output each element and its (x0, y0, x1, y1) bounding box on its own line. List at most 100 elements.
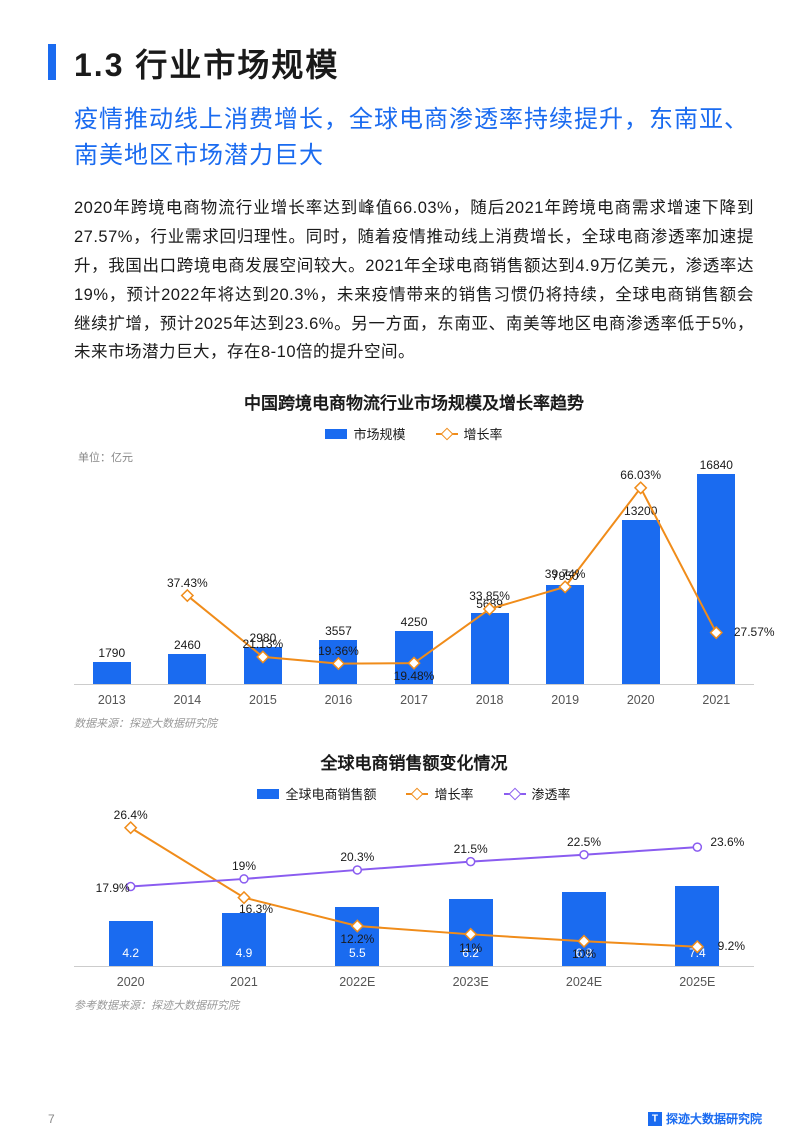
bar: 2980 (244, 647, 282, 684)
chart-2-plot: 4.24.95.56.26.87.4 26.4%16.3%12.2%11%10%… (74, 809, 754, 989)
line1-value-label: 16.3% (239, 902, 273, 916)
chart-1-title: 中国跨境电商物流行业市场规模及增长率趋势 (74, 389, 754, 414)
bar-col: 2980 (225, 467, 301, 684)
brand-footer: 探迹大数据研究院 (648, 1110, 762, 1127)
legend-line2-2-label: 渗透率 (532, 784, 571, 803)
legend-line-label: 增长率 (464, 424, 503, 443)
section-title-text: 行业市场规模 (135, 47, 339, 83)
legend-line2-2-swatch (504, 793, 526, 795)
line2-value-label: 23.6% (710, 835, 744, 849)
x-tick: 2017 (376, 693, 452, 707)
line-value-label: 27.57% (734, 625, 775, 639)
line1-value-label: 9.2% (718, 939, 745, 953)
chart-1-plot: 1790 2460 2980 3557 4250 5689 7950 13200 16840 3… (74, 467, 754, 707)
bar: 1790 (93, 662, 131, 684)
legend-line-swatch (436, 433, 458, 435)
line-value-label: 37.43% (167, 576, 208, 590)
bar-col: 16840 (679, 467, 755, 684)
chart-1: 中国跨境电商物流行业市场规模及增长率趋势 市场规模 增长率 单位：亿元 1790… (74, 389, 754, 731)
bar-value-label: 4.9 (236, 946, 253, 960)
legend-line2-2: 渗透率 (504, 784, 571, 803)
bar-value-label: 3557 (325, 624, 352, 638)
legend-line1-2-label: 增长率 (434, 784, 473, 803)
bar-value-label: 1790 (98, 646, 125, 660)
legend-line: 增长率 (436, 424, 503, 443)
x-tick: 2021 (187, 975, 300, 989)
chart-1-plot-area: 1790 2460 2980 3557 4250 5689 7950 13200 16840 3… (74, 467, 754, 685)
bar: 7950 (546, 585, 584, 684)
section-number: 1.3 (74, 47, 124, 83)
bar-value-label: 4.2 (122, 946, 139, 960)
legend-bar-2: 全球电商销售额 (257, 784, 376, 803)
bar-value-label: 2460 (174, 638, 201, 652)
x-tick: 2024E (527, 975, 640, 989)
line-value-label: 19.36% (318, 644, 359, 658)
x-tick: 2022E (301, 975, 414, 989)
line-value-label: 33.85% (469, 589, 510, 603)
line2-value-label: 21.5% (454, 842, 488, 856)
page-subtitle: 疫情推动线上消费增长，全球电商渗透率持续提升，东南亚、南美地区市场潜力巨大 (74, 102, 754, 174)
page-number: 7 (48, 1112, 55, 1126)
line2-value-label: 20.3% (340, 850, 374, 864)
bar-value-label: 4250 (401, 615, 428, 629)
line1-value-label: 12.2% (340, 932, 374, 946)
line1-value-label: 11% (459, 941, 482, 955)
bar-col: 4.9 (187, 809, 300, 966)
x-tick: 2016 (301, 693, 377, 707)
line-value-label: 21.13% (243, 637, 284, 651)
body-paragraph: 2020年跨境电商物流行业增长率达到峰值66.03%，随后2021年跨境电商需求… (74, 194, 754, 367)
chart-1-xticks: 201320142015201620172018201920202021 (74, 693, 754, 707)
x-tick: 2015 (225, 693, 301, 707)
chart-1-source: 数据来源：探迹大数据研究院 (74, 715, 754, 731)
section-header: 1.3 行业市场规模 (48, 40, 754, 86)
legend-bar-label: 市场规模 (353, 424, 405, 443)
x-tick: 2018 (452, 693, 528, 707)
chart-2-plot-area: 4.24.95.56.26.87.4 26.4%16.3%12.2%11%10%… (74, 809, 754, 967)
x-tick: 2014 (150, 693, 226, 707)
bar: 6.2 (449, 899, 493, 966)
bar: 7.4 (675, 886, 719, 966)
chart-2-title: 全球电商销售额变化情况 (74, 749, 754, 774)
bar: 5689 (471, 613, 509, 684)
brand-icon (648, 1112, 662, 1126)
line1-value-label: 26.4% (114, 808, 148, 822)
bar-col: 6.8 (527, 809, 640, 966)
line2-value-label: 17.9% (96, 881, 130, 895)
chart-1-legend: 市场规模 增长率 (74, 424, 754, 443)
section-accent-bar (48, 44, 56, 80)
chart-2-legend: 全球电商销售额 增长率 渗透率 (74, 784, 754, 803)
x-tick: 2020 (603, 693, 679, 707)
line-value-label: 39.74% (545, 567, 586, 581)
bar-col: 5689 (452, 467, 528, 684)
legend-bar-swatch (325, 429, 347, 439)
section-title: 1.3 行业市场规模 (74, 40, 339, 86)
x-tick: 2019 (527, 693, 603, 707)
chart-1-unit: 单位：亿元 (78, 449, 754, 465)
x-tick: 2025E (641, 975, 754, 989)
bar: 13200 (622, 520, 660, 684)
chart-2-bars: 4.24.95.56.26.87.4 (74, 809, 754, 966)
legend-bar-2-swatch (257, 789, 279, 799)
x-tick: 2020 (74, 975, 187, 989)
bar-value-label: 16840 (700, 458, 733, 472)
bar: 2460 (168, 654, 206, 685)
bar: 4.2 (109, 921, 153, 967)
chart-2-xticks: 202020212022E2023E2024E2025E (74, 975, 754, 989)
chart-2: 全球电商销售额变化情况 全球电商销售额 增长率 渗透率 4.24.95.56.2… (74, 749, 754, 1013)
line2-value-label: 22.5% (567, 835, 601, 849)
bar-value-label: 13200 (624, 504, 657, 518)
x-tick: 2021 (679, 693, 755, 707)
x-tick: 2023E (414, 975, 527, 989)
line-value-label: 66.03% (620, 468, 661, 482)
x-tick: 2013 (74, 693, 150, 707)
legend-bar: 市场规模 (325, 424, 405, 443)
line1-value-label: 10% (572, 947, 596, 961)
bar: 4.9 (222, 913, 266, 966)
legend-bar-2-label: 全球电商销售额 (285, 784, 376, 803)
bar-col: 1790 (74, 467, 150, 684)
legend-line1-2-swatch (406, 793, 428, 795)
brand-name: 探迹大数据研究院 (666, 1110, 762, 1127)
legend-line1-2: 增长率 (406, 784, 473, 803)
bar: 16840 (697, 474, 735, 684)
bar-value-label: 7.4 (689, 946, 706, 960)
